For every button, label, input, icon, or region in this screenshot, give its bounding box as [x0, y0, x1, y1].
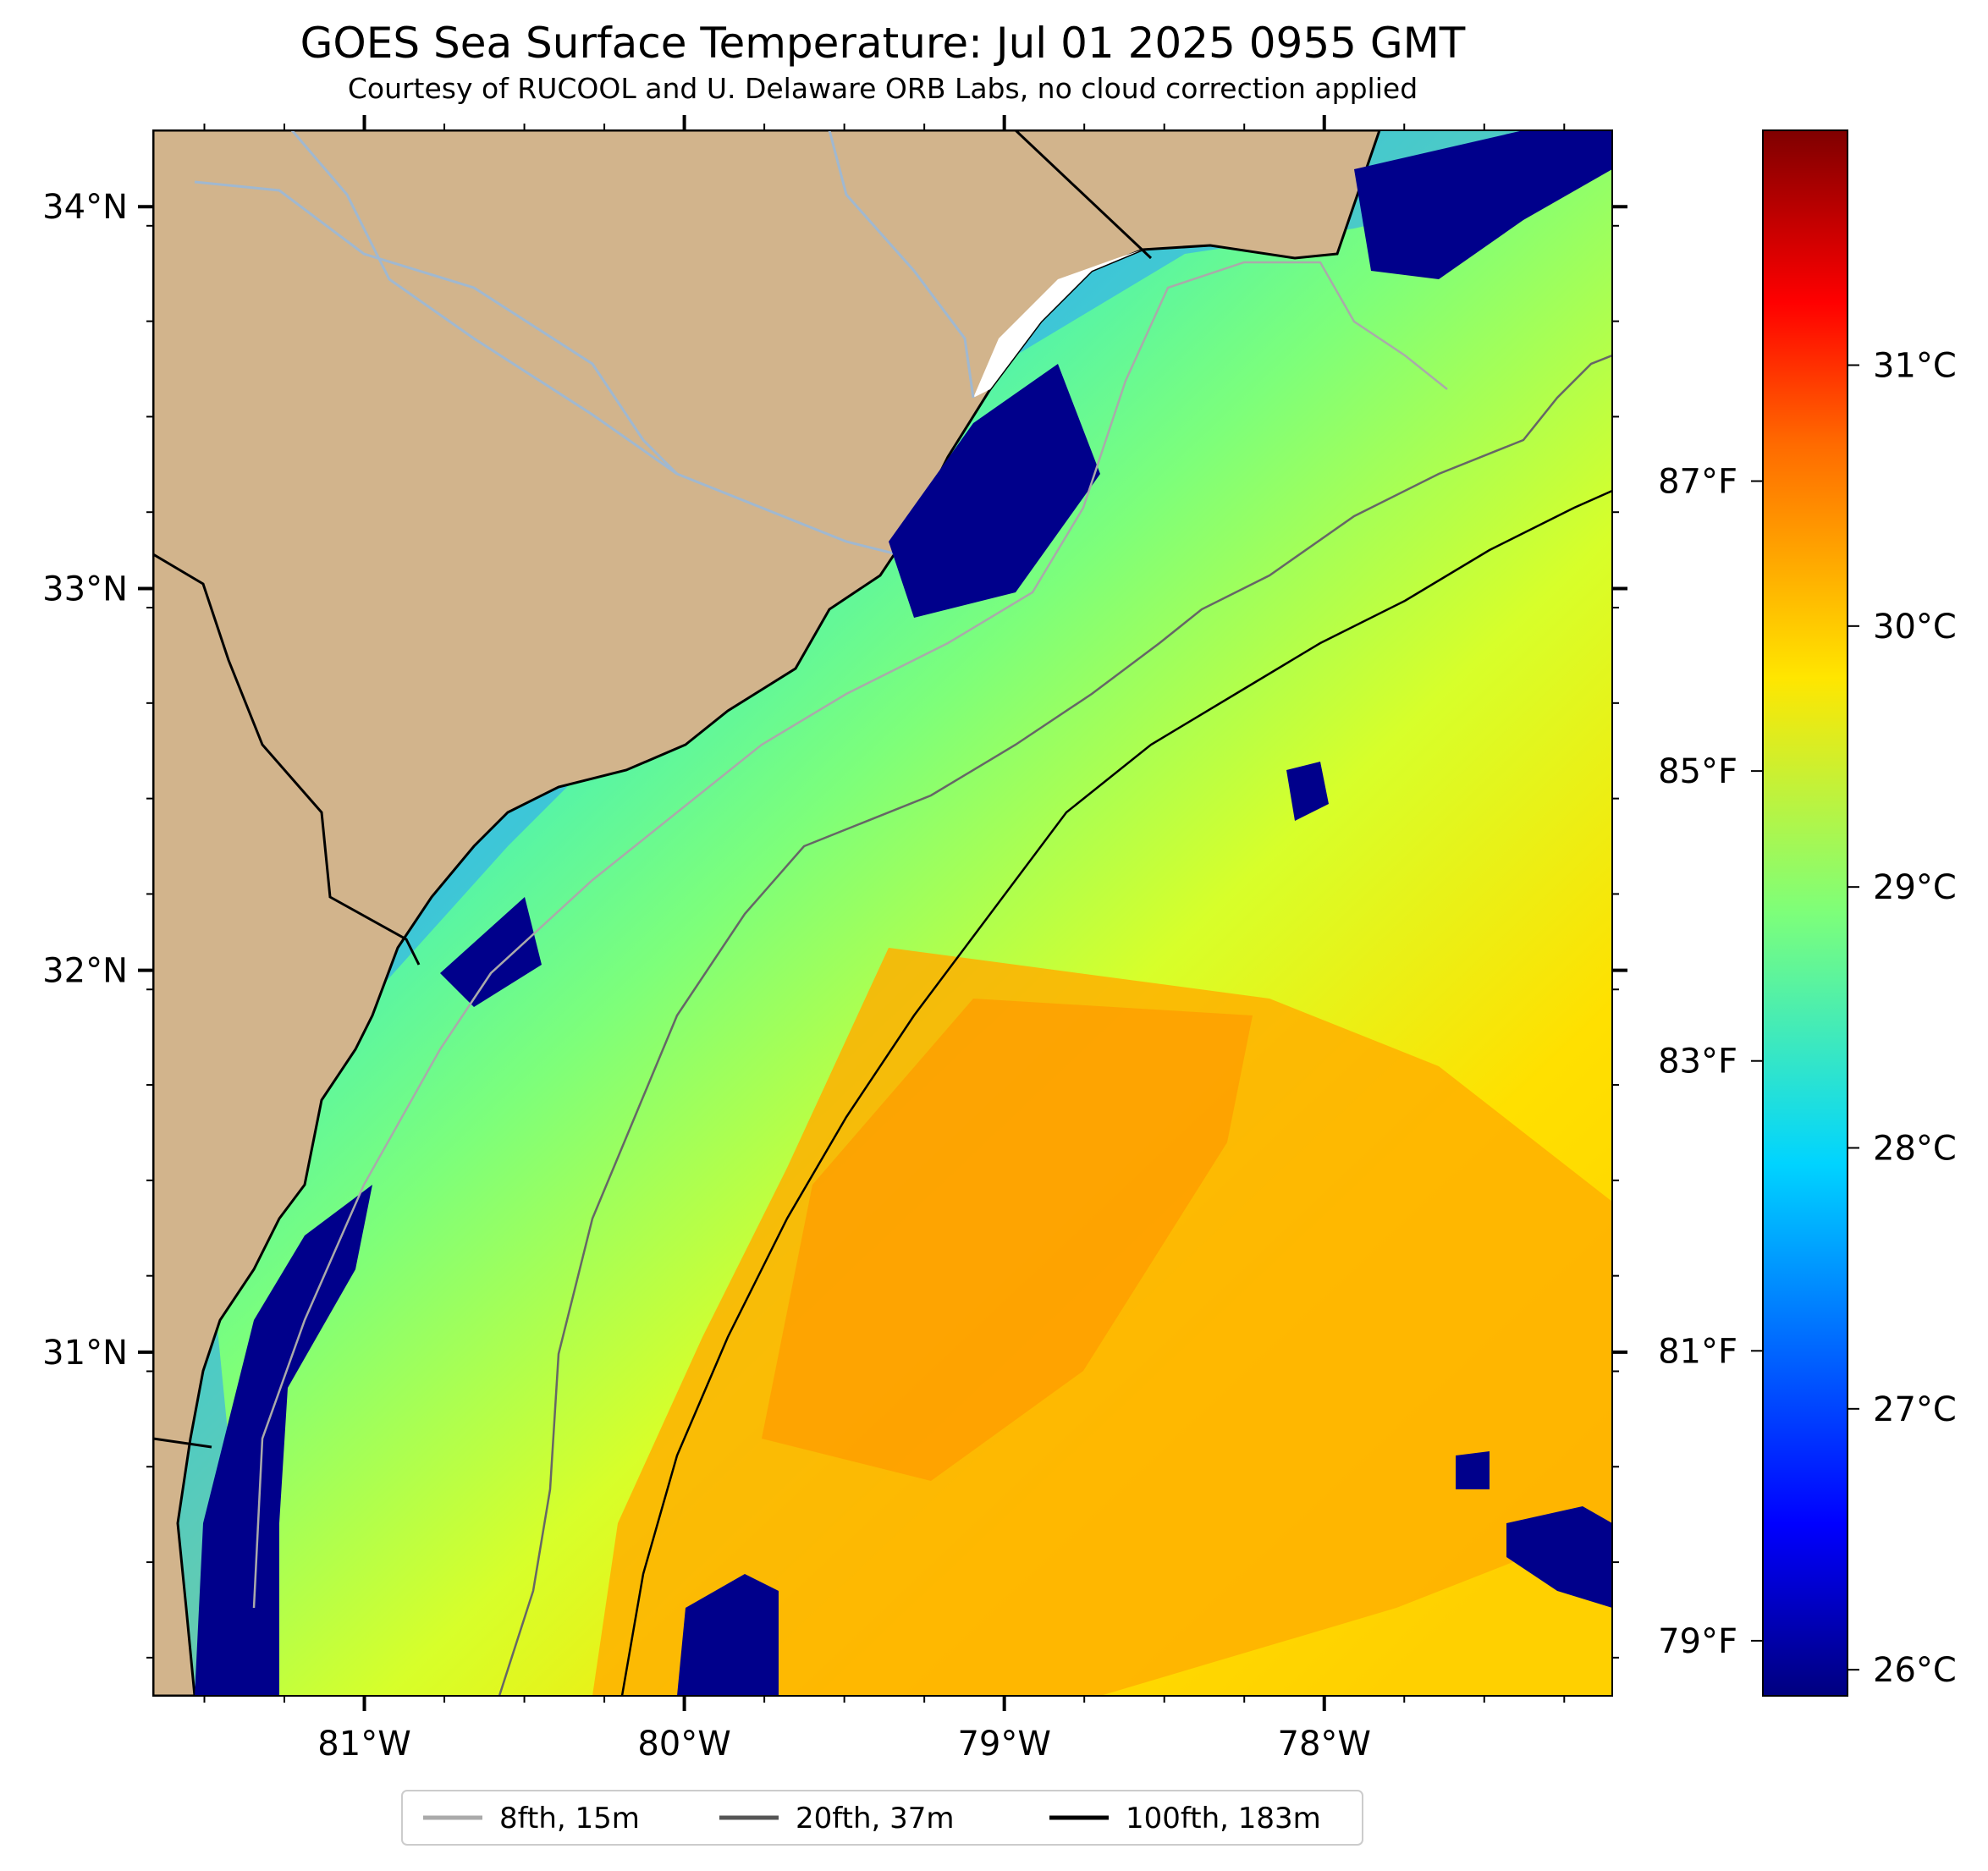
lat-label: 33°N: [42, 570, 128, 608]
cloud-mask-patch: [1354, 130, 1612, 279]
state-boundary: [153, 553, 421, 966]
colorbar-celsius-label: 31°C: [1873, 347, 1957, 386]
isobath-20fth: [498, 354, 1612, 1696]
lat-label: 32°N: [42, 952, 128, 991]
coastal-data-gap: [973, 250, 1143, 398]
colorbar-fahrenheit-label: 87°F: [1658, 463, 1737, 502]
legend: 8fth, 15m 20fth, 37m 100fth, 183m: [423, 1802, 1321, 1835]
river: [194, 180, 915, 560]
cloud-mask-patch: [440, 897, 542, 1007]
cloud-mask-patch: [195, 1185, 372, 1696]
cloud-mask-patch: [1286, 762, 1329, 821]
lon-label: 80°W: [637, 1725, 730, 1764]
colorbar-celsius-label: 29°C: [1873, 868, 1957, 907]
lon-label: 78°W: [1278, 1725, 1371, 1764]
state-boundary: [153, 1437, 212, 1449]
isobath-100fth: [620, 489, 1612, 1696]
colorbar-fahrenheit-label: 83°F: [1658, 1043, 1737, 1081]
colorbar-celsius-label: 27°C: [1873, 1390, 1957, 1429]
latitude-axis: 34°N 33°N 32°N 31°N: [42, 188, 1627, 1659]
legend-box: [401, 1790, 1363, 1846]
chart-subtitle: Courtesy of RUCOOL and U. Delaware ORB L…: [348, 72, 1418, 105]
cloud-mask-patch: [1506, 1506, 1612, 1608]
state-boundary: [1014, 130, 1153, 260]
lat-label: 34°N: [42, 188, 128, 227]
colorbar-celsius-label: 26°C: [1873, 1651, 1957, 1690]
colorbar: [1762, 129, 1848, 1697]
cloud-mask-patch: [889, 364, 1100, 618]
colorbar-fahrenheit-label: 81°F: [1658, 1332, 1737, 1371]
colorbar-fahrenheit-label: 85°F: [1658, 752, 1737, 791]
legend-label: 8fth, 15m: [499, 1802, 640, 1835]
lat-label: 31°N: [42, 1334, 128, 1373]
colorbar-fahrenheit-label: 79°F: [1658, 1622, 1737, 1661]
legend-label: 20fth, 37m: [796, 1802, 955, 1835]
colorbar-celsius-label: 30°C: [1873, 608, 1957, 647]
colorbar-fahrenheit-labels: 87°F 85°F 83°F 81°F 79°F: [1658, 463, 1763, 1661]
map-frame: [152, 129, 1613, 1697]
land-mass: [153, 130, 1381, 1696]
lon-label: 79°W: [957, 1725, 1050, 1764]
river: [290, 130, 678, 476]
cloud-mask-patch: [677, 1574, 779, 1696]
colorbar-celsius-label: 28°C: [1873, 1130, 1957, 1169]
longitude-axis: 81°W 80°W 79°W 78°W: [203, 115, 1566, 1764]
river: [828, 130, 975, 399]
sst-map: [153, 130, 1612, 1696]
isobath-8fth: [252, 261, 1448, 1609]
chart-title: GOES Sea Surface Temperature: Jul 01 202…: [300, 19, 1466, 68]
colorbar-celsius-labels: 31°C 30°C 29°C 28°C 27°C 26°C: [1848, 347, 1957, 1690]
gulf-stream-core: [762, 999, 1253, 1481]
lon-label: 81°W: [317, 1725, 410, 1764]
legend-label: 100fth, 183m: [1126, 1802, 1321, 1835]
cloud-mask-patch: [1456, 1451, 1490, 1489]
